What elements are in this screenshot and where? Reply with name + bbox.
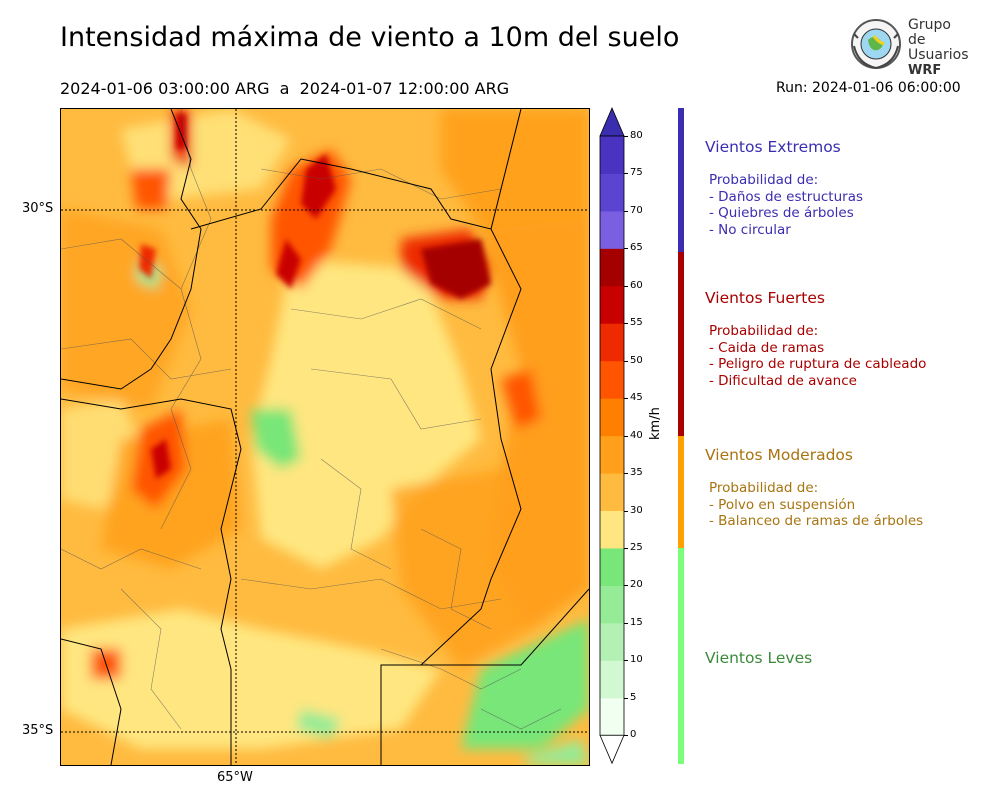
- colorbar-segment: [600, 547, 624, 586]
- colorbar-tick-mark: [624, 136, 628, 137]
- legend-bar-light: [678, 548, 684, 764]
- colorbar-segment: [600, 473, 624, 511]
- colorbar-segment: [600, 323, 624, 362]
- colorbar-tick-mark: [624, 360, 628, 362]
- forecast-period: 2024-01-06 03:00:00 ARG a 2024-01-07 12:…: [60, 79, 510, 98]
- colorbar-segment: [600, 136, 624, 174]
- colorbar-tick-mark: [624, 735, 628, 737]
- colorbar-segment: [600, 660, 624, 699]
- category-moderate-item-2: - Balanceo de ramas de árboles: [709, 513, 924, 529]
- category-extreme-title: Vientos Extremos: [705, 138, 841, 156]
- colorbar-tick-label: 10: [630, 654, 643, 666]
- category-strong-intro: Probabilidad de:: [709, 323, 819, 339]
- logo-line-3: WRF: [908, 63, 942, 78]
- colorbar-tick-mark: [624, 398, 628, 400]
- logo-line-1: Grupo de: [908, 17, 951, 48]
- category-strong-details: Probabilidad de: - Caida de ramas - Peli…: [709, 323, 926, 389]
- colorbar-segment: [600, 360, 624, 399]
- colorbar-tick-label: 30: [630, 504, 643, 516]
- colorbar-tick-mark: [624, 547, 628, 549]
- colorbar-tick-mark: [624, 435, 628, 437]
- colorbar: [596, 106, 628, 770]
- category-extreme-item-2: - Quiebres de árboles: [709, 205, 854, 221]
- colorbar-tick-label: 35: [630, 467, 643, 479]
- globe-icon: [851, 19, 901, 70]
- lat-label-30s: 30°S: [22, 201, 54, 216]
- colorbar-segment: [600, 285, 624, 324]
- colorbar-unit: km/h: [648, 407, 663, 440]
- colorbar-segment: [600, 697, 624, 736]
- category-strong-item-1: - Caida de ramas: [709, 339, 825, 356]
- colorbar-tick-label: 55: [630, 317, 643, 329]
- colorbar-tick-label: 75: [630, 167, 643, 179]
- category-strong-item-2: - Peligro de ruptura de cableado: [709, 356, 927, 372]
- colorbar-max-extension: [599, 106, 625, 137]
- colorbar-tick-label: 70: [630, 204, 643, 216]
- logo-text: Grupo de Usuarios WRF: [908, 17, 969, 79]
- wind-field: [61, 109, 589, 765]
- category-moderate-intro: Probabilidad de:: [709, 480, 819, 496]
- wrf-logo: Grupo de Usuarios WRF: [848, 16, 969, 78]
- category-moderate-details: Probabilidad de: - Polvo en suspensión -…: [709, 480, 923, 530]
- legend-bar-moderate: [678, 436, 684, 548]
- colorbar-tick-label: 5: [630, 691, 637, 703]
- colorbar-tick-mark: [624, 285, 628, 287]
- colorbar-tick-mark: [624, 585, 628, 587]
- colorbar-tick-mark: [624, 473, 628, 475]
- logo-line-2: Usuarios: [908, 47, 969, 63]
- category-extreme-item-1: - Daños de estructuras: [709, 188, 864, 205]
- colorbar-tick-label: 0: [630, 729, 637, 741]
- lon-label-65w: 65°W: [217, 770, 253, 785]
- wind-map: [60, 108, 590, 766]
- run-time: Run: 2024-01-06 06:00:00: [776, 80, 961, 96]
- colorbar-tick-label: 65: [630, 242, 643, 254]
- colorbar-tick-mark: [624, 510, 628, 512]
- colorbar-tick-mark: [624, 173, 628, 175]
- colorbar-segment: [600, 622, 624, 661]
- colorbar-scale: [599, 106, 625, 765]
- category-extreme-details: Probabilidad de: - Daños de estructuras …: [709, 172, 863, 238]
- colorbar-tick-label: 45: [630, 392, 643, 404]
- colorbar-segment: [600, 173, 624, 212]
- colorbar-tick-label: 80: [630, 130, 643, 141]
- colorbar-tick-mark: [624, 210, 628, 212]
- colorbar-segment: [600, 585, 624, 624]
- colorbar-tick-label: 60: [630, 279, 643, 291]
- colorbar-tick-mark: [624, 323, 628, 325]
- colorbar-segment: [600, 210, 624, 249]
- category-moderate-title: Vientos Moderados: [705, 446, 853, 464]
- colorbar-min-extension: [599, 734, 625, 765]
- colorbar-tick-label: 50: [630, 354, 643, 366]
- colorbar-tick-mark: [624, 660, 628, 662]
- colorbar-segment: [600, 510, 624, 549]
- colorbar-tick-mark: [624, 622, 628, 624]
- category-strong-title: Vientos Fuertes: [705, 289, 825, 307]
- lat-label-35s: 35°S: [22, 723, 54, 738]
- category-extreme-intro: Probabilidad de:: [709, 172, 819, 188]
- colorbar-tick-mark: [624, 248, 628, 250]
- legend-bar-strong: [678, 252, 684, 436]
- colorbar-tick-label: 15: [630, 616, 643, 628]
- category-extreme-item-3: - No circular: [709, 221, 791, 238]
- category-strong-item-3: - Dificultad de avance: [709, 372, 857, 389]
- category-light-title: Vientos Leves: [705, 649, 813, 667]
- colorbar-segment: [600, 435, 624, 474]
- colorbar-tick-mark: [624, 697, 628, 699]
- colorbar-tick-label: 25: [630, 541, 643, 553]
- map-title: Intensidad máxima de viento a 10m del su…: [60, 22, 680, 53]
- legend-bar-extreme: [678, 108, 684, 252]
- colorbar-segment: [600, 248, 624, 287]
- colorbar-tick-label: 20: [630, 579, 643, 591]
- colorbar-segment: [600, 398, 624, 437]
- colorbar-tick-label: 40: [630, 429, 643, 441]
- category-moderate-item-1: - Polvo en suspensión: [709, 496, 856, 513]
